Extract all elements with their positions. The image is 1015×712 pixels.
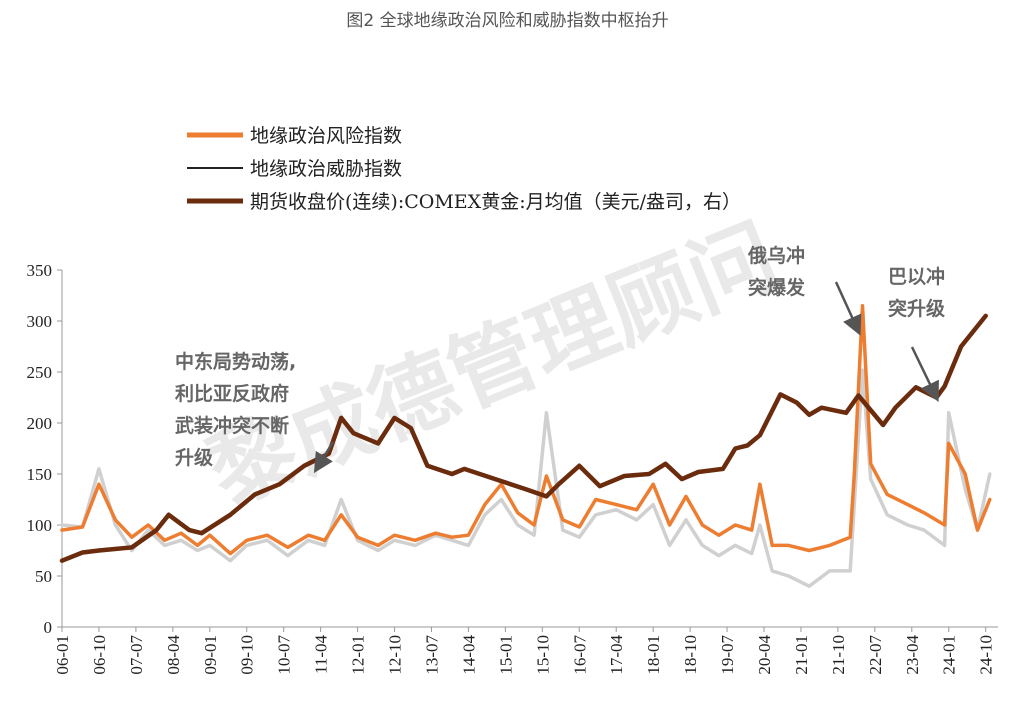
annotation-label: 突爆发 bbox=[748, 276, 806, 299]
x-tick-label: 22-07 bbox=[866, 635, 885, 675]
y-tick-label: 250 bbox=[27, 363, 53, 382]
x-tick-label: 06-01 bbox=[53, 635, 72, 675]
x-tick-label: 23-04 bbox=[903, 635, 922, 675]
x-tick-label: 07-07 bbox=[127, 635, 146, 675]
series-line-1 bbox=[60, 368, 992, 588]
annotation-label: 升级 bbox=[175, 446, 213, 469]
y-tick-label: 200 bbox=[27, 414, 53, 433]
y-tick-label: 100 bbox=[27, 516, 53, 535]
legend-label: 地缘政治威胁指数 bbox=[250, 158, 402, 180]
annotation-arrow bbox=[313, 441, 335, 474]
annotation-label: 中东局势动荡, bbox=[175, 350, 296, 373]
x-tick-label: 12-10 bbox=[386, 635, 405, 675]
x-tick-label: 12-01 bbox=[349, 635, 368, 675]
x-tick-label: 06-10 bbox=[90, 635, 109, 675]
x-tick-label: 11-04 bbox=[312, 635, 331, 675]
x-tick-label: 18-10 bbox=[681, 635, 700, 675]
x-tick-label: 21-01 bbox=[792, 635, 811, 675]
series-line-2 bbox=[59, 313, 988, 563]
x-tick-label: 18-01 bbox=[644, 635, 663, 675]
x-tick-label: 16-07 bbox=[570, 635, 589, 675]
annotation-label: 武装冲突不断 bbox=[175, 414, 289, 437]
x-tick-label: 09-01 bbox=[201, 635, 220, 675]
y-tick-label: 300 bbox=[27, 312, 53, 331]
x-tick-label: 20-04 bbox=[755, 635, 774, 675]
chart-legend: 地缘政治风险指数地缘政治威胁指数期货收盘价(连续):COMEX黄金:月均值（美元… bbox=[187, 125, 741, 213]
legend-label: 地缘政治风险指数 bbox=[250, 125, 402, 147]
legend-label: 期货收盘价(连续):COMEX黄金:月均值（美元/盎司，右） bbox=[250, 191, 741, 213]
y-tick-label: 350 bbox=[27, 261, 53, 280]
annotation-label: 利比亚反政府 bbox=[175, 382, 289, 405]
x-tick-label: 13-07 bbox=[422, 635, 441, 675]
annotation-arrow bbox=[834, 281, 862, 336]
x-tick-label: 10-07 bbox=[275, 635, 294, 675]
y-tick-label: 0 bbox=[44, 618, 53, 637]
annotation-arrow bbox=[910, 346, 939, 403]
annotation-label: 突升级 bbox=[888, 297, 945, 320]
y-tick-label: 50 bbox=[35, 567, 52, 586]
x-tick-label: 08-04 bbox=[164, 635, 183, 675]
y-tick-label: 150 bbox=[27, 465, 53, 484]
series-layer bbox=[59, 303, 992, 588]
x-tick-label: 21-10 bbox=[829, 635, 848, 675]
x-tick-label: 09-10 bbox=[238, 635, 257, 675]
x-tick-label: 15-01 bbox=[496, 635, 515, 675]
x-tick-label: 24-01 bbox=[940, 635, 959, 675]
x-tick-label: 17-04 bbox=[607, 635, 626, 675]
series-line-0 bbox=[60, 303, 992, 556]
x-tick-label: 15-10 bbox=[533, 635, 552, 675]
annotation-label: 俄乌冲 bbox=[747, 244, 805, 267]
annotation-label: 巴以冲 bbox=[888, 265, 945, 288]
chart-axes: 0 50 100 150 200 250 300 350 06-01 06-10 07-07 08-0… bbox=[27, 261, 998, 675]
x-tick-label: 19-07 bbox=[718, 635, 737, 675]
x-tick-label: 14-04 bbox=[459, 635, 478, 675]
x-tick-label: 24-10 bbox=[977, 635, 996, 675]
figure-caption: 图2 全球地缘政治风险和威胁指数中枢抬升 bbox=[346, 11, 669, 31]
